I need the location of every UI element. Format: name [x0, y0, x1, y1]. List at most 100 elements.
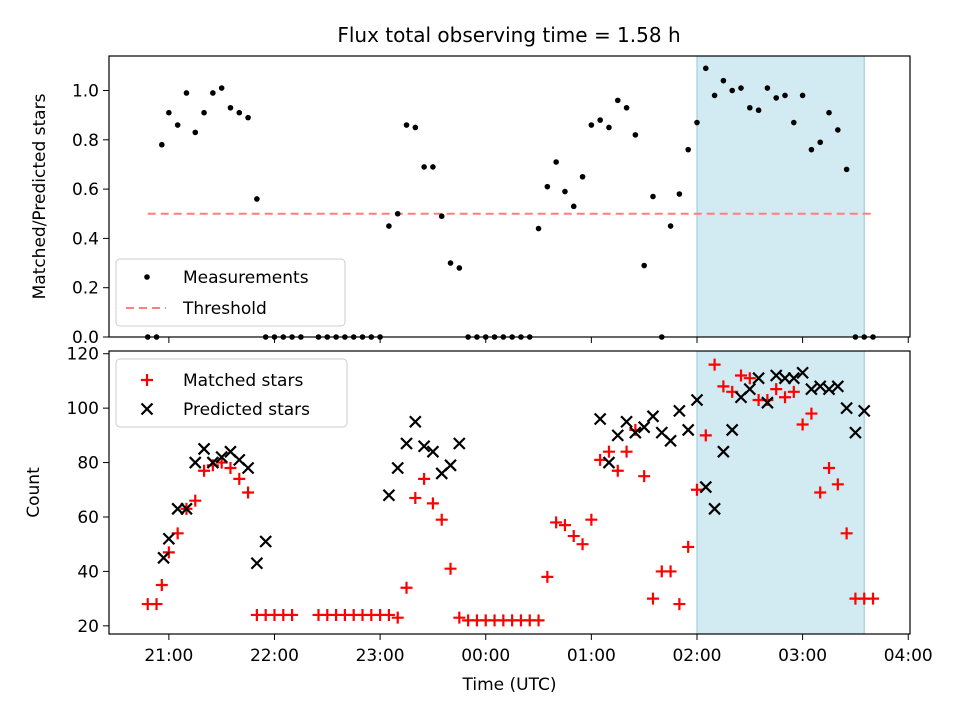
predicted-star-point [197, 442, 211, 456]
y-tick-label: 80 [77, 454, 99, 474]
measurement-point [632, 132, 639, 138]
measurement-point [782, 92, 788, 99]
predicted-star-point [188, 456, 202, 469]
legend-top: Measurements Threshold [115, 258, 346, 327]
y-tick-label: 100 [67, 399, 99, 419]
predicted-star-point [180, 502, 193, 516]
measurement-point [747, 104, 753, 111]
predicted-star-point [250, 556, 264, 570]
predicted-star-point [417, 439, 431, 453]
matched-star-point [585, 513, 598, 526]
predicted-star-point [708, 502, 721, 516]
measurement-point [799, 92, 806, 99]
measurement-point [570, 203, 577, 210]
y-tick-label: 0.0 [72, 328, 99, 348]
predicted-star-point [620, 415, 633, 429]
measurement-point [456, 265, 463, 271]
matched-star-point [558, 519, 571, 532]
measurement-point [702, 65, 709, 72]
measurement-point [685, 146, 691, 153]
measurement-point [535, 225, 542, 232]
legend-label-matched: Matched stars [183, 371, 303, 391]
measurement-point [421, 164, 427, 170]
x-tick-label: 01:00 [567, 646, 616, 666]
legend-label-measurements: Measurements [183, 268, 309, 288]
highlight-span [696, 350, 865, 635]
matched-star-point [796, 418, 809, 431]
measurement-point [755, 107, 762, 114]
measurement-point [438, 213, 445, 220]
matched-star-point [602, 445, 615, 458]
matched-star-point [409, 491, 422, 504]
matched-star-point [541, 570, 554, 583]
x-tick-label: 21:00 [144, 646, 193, 666]
measurement-point [676, 191, 683, 197]
matched-star-point [823, 462, 836, 475]
predicted-star-point [769, 369, 783, 382]
matched-star-point [550, 516, 563, 529]
measurement-point [201, 109, 207, 116]
matched-star-point [382, 608, 395, 621]
measurement-point [667, 223, 674, 229]
measurement-point [430, 164, 436, 170]
predicted-star-point [681, 423, 695, 437]
matched-star-point [435, 513, 448, 526]
measurement-point [394, 210, 401, 217]
y-tick-label: 0.6 [72, 180, 99, 200]
matched-star-point [708, 358, 721, 371]
measurement-point [412, 124, 419, 131]
legend-marker-predicted [140, 402, 154, 416]
predicted-star-point [796, 366, 809, 380]
matched-star-point [699, 429, 712, 442]
measurement-point [641, 262, 647, 269]
measurement-point [579, 173, 586, 180]
predicted-star-point [831, 380, 845, 393]
predicted-star-point [426, 445, 440, 458]
measurement-point [166, 109, 172, 116]
top-panel: 0.0 0.2 0.4 0.6 0.8 1.0 Matched/Predicted star… [30, 55, 911, 348]
predicted-star-point [761, 396, 774, 409]
measurement-point [192, 129, 199, 136]
matched-star-point [611, 464, 624, 477]
measurement-point [729, 87, 735, 94]
x-tick-label: 00:00 [461, 646, 510, 666]
measurement-point [694, 119, 700, 126]
matched-star-point [198, 464, 211, 477]
measurement-point [236, 109, 243, 116]
measurement-point [218, 85, 225, 91]
matched-star-point [224, 462, 237, 475]
measurement-point [227, 104, 234, 111]
x-tick-label: 22:00 [250, 646, 299, 666]
highlight-span [696, 55, 865, 338]
measurement-point [544, 183, 551, 190]
legend-box [115, 358, 348, 428]
matched-star-point [840, 527, 853, 540]
predicted-star-point [593, 412, 607, 426]
matched-star-point [189, 494, 202, 507]
predicted-star-point [259, 535, 272, 548]
legend-marker-matched [141, 374, 153, 386]
y-tick-label: 20 [77, 617, 99, 637]
predicted-star-point [813, 380, 827, 393]
matched-star-point [453, 611, 466, 624]
matched-star-point [734, 369, 747, 382]
predicted-star-point [849, 426, 862, 439]
measurement-point [720, 77, 727, 84]
legend-marker-measurements [144, 274, 150, 280]
matched-star-point [814, 486, 827, 499]
x-tick-label: 02:00 [672, 646, 721, 666]
predicted-star-point [725, 423, 739, 437]
predicted-star-point [602, 456, 616, 469]
matched-star-point [673, 598, 686, 611]
measurement-point [711, 92, 718, 99]
measurement-point [210, 90, 216, 96]
predicted-star-point [382, 488, 396, 502]
y-tick-label: 0.4 [72, 229, 99, 249]
measurement-point [764, 85, 771, 91]
matched-star-point [682, 540, 695, 553]
matched-star-point [400, 581, 413, 594]
predicted-star-point [162, 532, 176, 546]
matched-star-point [150, 598, 163, 611]
matched-star-point [567, 530, 580, 543]
